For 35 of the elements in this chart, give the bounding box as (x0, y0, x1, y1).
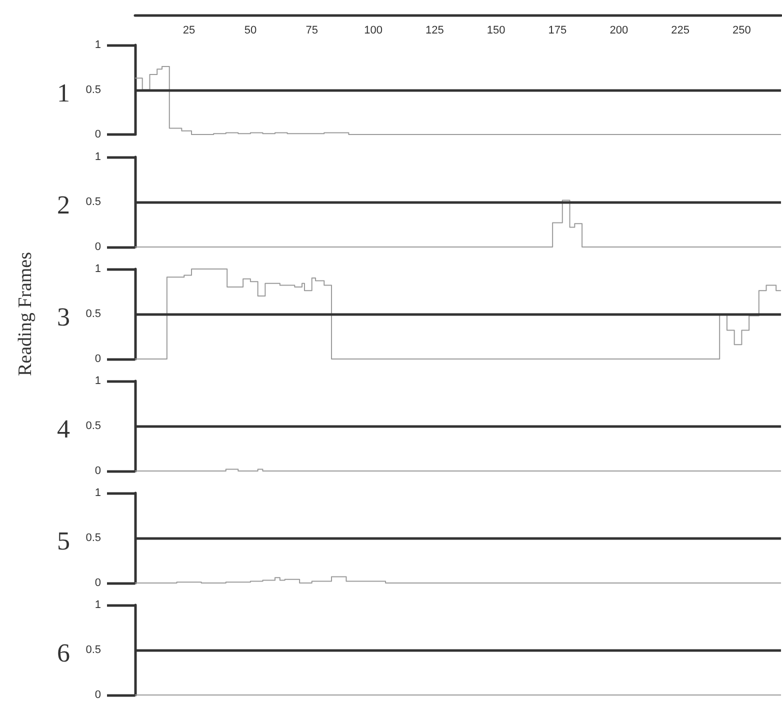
y-tick-label: 1 (94, 375, 101, 387)
y-tick-label: 0 (94, 241, 101, 253)
text: 2 (57, 190, 70, 220)
y-tick-label: 0 (94, 577, 101, 589)
y-tick-label: 1 (94, 599, 101, 611)
y-tick-label: 1 (94, 263, 101, 275)
y-tick-label: 0.5 (86, 196, 101, 208)
y-tick-label: 0 (94, 465, 101, 477)
x-tick-label: 125 (425, 24, 444, 36)
text: 3 (57, 302, 70, 332)
y-tick-label: 1 (94, 487, 101, 499)
y-tick-label: 1 (94, 39, 101, 51)
x-tick-label: 75 (306, 24, 318, 36)
y-tick-label: 0 (94, 353, 101, 365)
y-tick-label: 1 (94, 151, 101, 163)
y-tick-label: 0.5 (86, 420, 101, 432)
text: 1 (57, 78, 70, 108)
x-tick-label: 225 (671, 24, 690, 36)
text: 4 (57, 414, 70, 444)
y-tick-label: 0.5 (86, 84, 101, 96)
x-tick-label: 150 (486, 24, 506, 36)
x-tick-label: 100 (364, 24, 382, 36)
x-tick-label: 50 (244, 24, 257, 36)
x-tick-label: 250 (732, 24, 751, 36)
y-tick-label: 0.5 (86, 308, 101, 320)
x-tick-label: 175 (548, 24, 567, 36)
y-tick-label: 0 (94, 689, 101, 701)
text: 6 (57, 638, 70, 668)
y-tick-label: 0 (94, 128, 101, 140)
x-tick-label: 200 (610, 24, 628, 36)
y-tick-label: 0.5 (86, 532, 101, 544)
x-tick-label: 25 (182, 24, 196, 36)
y-tick-label: 0.5 (86, 644, 101, 656)
text: 5 (57, 526, 70, 556)
y-axis-title: Reading Frames (15, 252, 36, 376)
